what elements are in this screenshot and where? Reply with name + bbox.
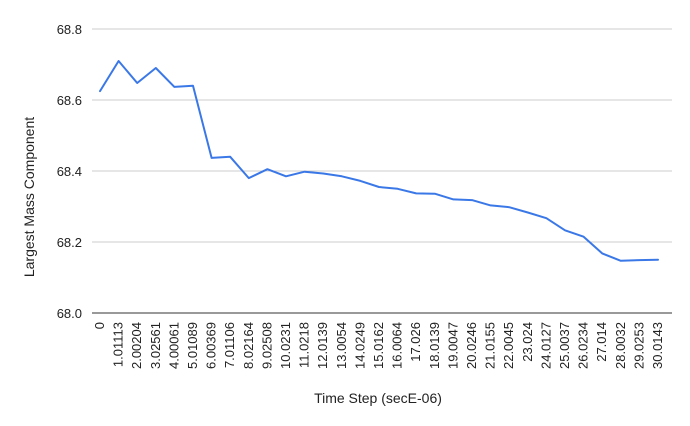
x-tick-label: 21.0155 <box>483 322 498 369</box>
x-tick-label: 17.026 <box>408 322 423 362</box>
x-tick-label: 6.00369 <box>204 322 219 369</box>
y-axis-title: Largest Mass Component <box>21 117 37 277</box>
x-tick-label: 18.0139 <box>427 322 442 369</box>
x-tick-label: 0 <box>92 322 107 329</box>
x-tick-label: 16.0064 <box>390 322 405 369</box>
x-tick-label: 10.0231 <box>278 322 293 369</box>
x-tick-label: 20.0246 <box>464 322 479 369</box>
x-axis-ticks: 0 1.01113 2.00204 3.02561 4.00061 5.01089 6.00… <box>92 322 665 369</box>
x-tick-label: 24.0127 <box>538 322 553 369</box>
x-tick-label: 19.0047 <box>445 322 460 369</box>
x-tick-label: 23.024 <box>520 322 535 362</box>
x-tick-label: 4.00061 <box>166 322 181 369</box>
gridlines <box>92 28 672 314</box>
x-tick-label: 14.0249 <box>352 322 367 369</box>
y-tick-label: 68.6 <box>57 93 82 108</box>
x-tick-label: 8.02164 <box>241 322 256 369</box>
y-tick-label: 68.0 <box>57 306 82 321</box>
x-tick-label: 9.02508 <box>259 322 274 369</box>
series-line <box>99 60 659 262</box>
x-tick-label: 2.00204 <box>129 322 144 369</box>
x-tick-label: 28.0032 <box>613 322 628 369</box>
x-tick-label: 15.0162 <box>371 322 386 369</box>
x-tick-label: 13.0054 <box>334 322 349 369</box>
y-tick-label: 68.8 <box>57 22 82 37</box>
x-axis-title: Time Step (secE-06) <box>314 390 442 406</box>
y-axis-ticks: 68.0 68.2 68.4 68.6 68.8 <box>57 22 82 321</box>
x-tick-label: 5.01089 <box>185 322 200 369</box>
x-tick-label: 26.0234 <box>576 322 591 369</box>
y-tick-label: 68.4 <box>57 164 82 179</box>
x-tick-label: 25.0037 <box>557 322 572 369</box>
x-tick-label: 29.0253 <box>631 322 646 369</box>
y-tick-label: 68.2 <box>57 235 82 250</box>
x-tick-label: 7.01106 <box>222 322 237 368</box>
x-tick-label: 12.0139 <box>315 322 330 369</box>
x-tick-label: 3.02561 <box>148 322 163 369</box>
x-tick-label: 1.01113 <box>111 322 126 367</box>
x-tick-label: 22.0045 <box>501 322 516 369</box>
x-tick-label: 11.0218 <box>297 322 312 368</box>
x-tick-label: 30.0143 <box>650 322 665 369</box>
x-tick-label: 27.014 <box>594 322 609 362</box>
series-layer <box>99 60 659 262</box>
